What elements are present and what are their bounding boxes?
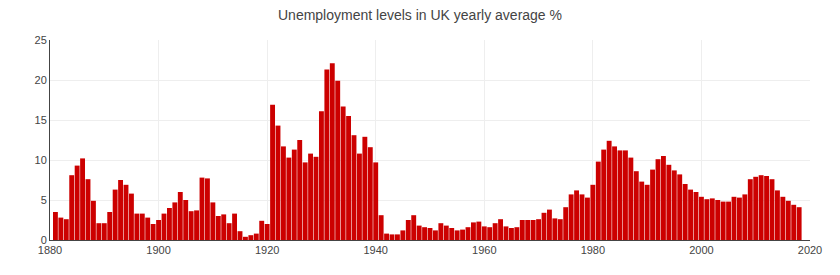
svg-text:10: 10: [35, 154, 47, 166]
svg-text:2020: 2020: [798, 244, 822, 256]
svg-text:1920: 1920: [255, 244, 279, 256]
svg-text:20: 20: [35, 74, 47, 86]
svg-text:5: 5: [41, 194, 47, 206]
svg-text:Unemployment levels in UK year: Unemployment levels in UK yearly average…: [278, 7, 562, 23]
svg-text:15: 15: [35, 114, 47, 126]
svg-text:1980: 1980: [581, 244, 605, 256]
svg-text:1940: 1940: [363, 244, 387, 256]
svg-text:1960: 1960: [472, 244, 496, 256]
svg-text:0: 0: [41, 234, 47, 246]
svg-text:1900: 1900: [146, 244, 170, 256]
svg-text:1880: 1880: [38, 244, 62, 256]
svg-text:25: 25: [35, 34, 47, 46]
svg-text:2000: 2000: [689, 244, 713, 256]
